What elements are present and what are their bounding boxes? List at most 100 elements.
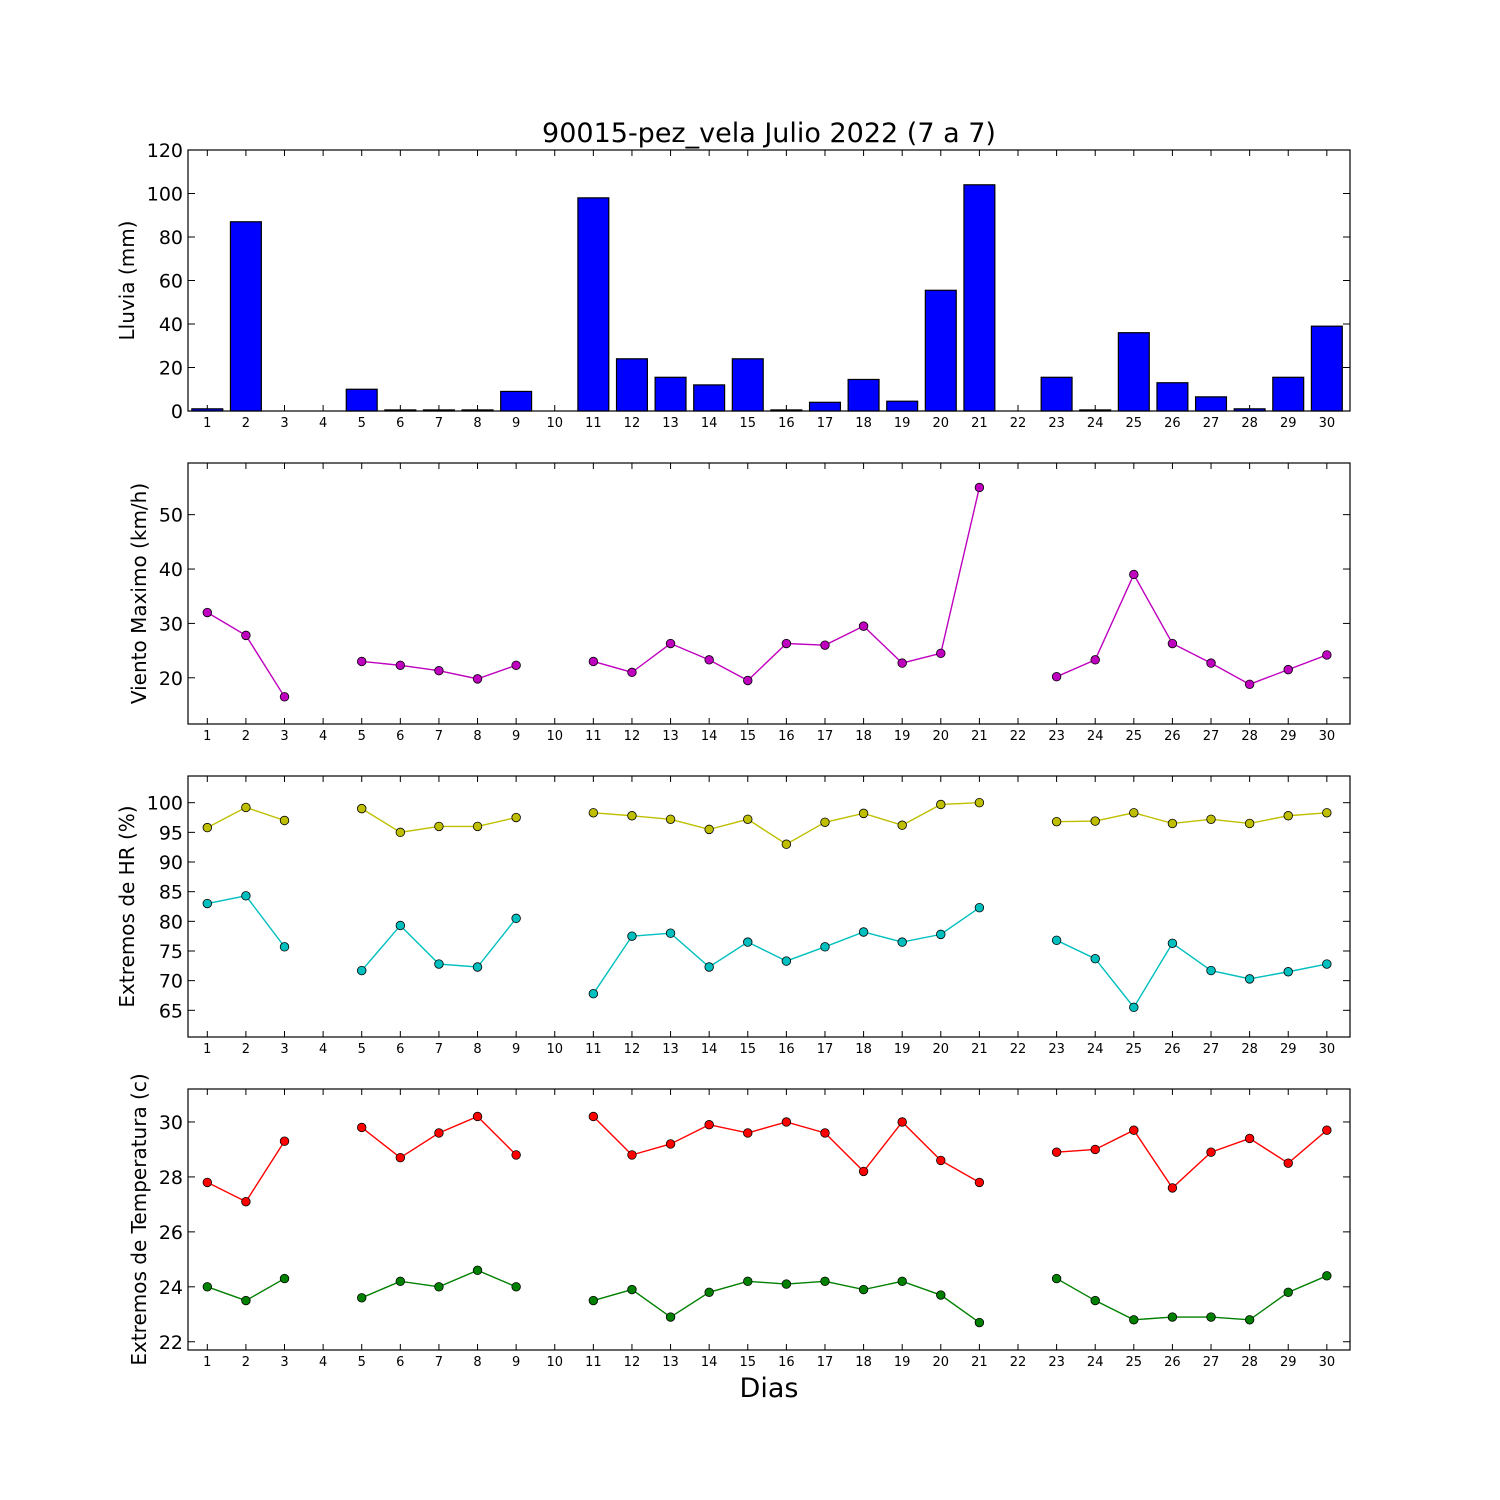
xtick-label: 19: [894, 1355, 911, 1370]
point-day-14: [704, 962, 714, 972]
point-day-23: [1051, 1273, 1062, 1284]
point-day-1: [202, 1177, 213, 1188]
ytick-label: 70: [159, 971, 183, 993]
xtick-label: 16: [778, 729, 795, 744]
point-day-14: [704, 655, 714, 665]
xtick-label: 14: [701, 729, 718, 744]
point-day-24: [1090, 816, 1100, 826]
xtick-label: 11: [585, 1355, 602, 1370]
point-day-6: [395, 1152, 406, 1163]
point-day-5: [357, 656, 367, 667]
xtick-label: 23: [1048, 416, 1065, 431]
xtick-label: 9: [512, 416, 520, 431]
xtick-label: 24: [1087, 729, 1104, 744]
point-day-17: [820, 640, 830, 650]
point-day-21: [974, 1177, 985, 1188]
point-day-28: [1244, 974, 1255, 984]
xtick-label: 7: [435, 729, 443, 744]
point-day-24: [1090, 954, 1100, 964]
point-day-23: [1051, 671, 1062, 682]
point-day-12: [627, 931, 637, 941]
xtick-label: 5: [358, 729, 366, 744]
bar-day-2: [229, 221, 262, 412]
xtick-label: 19: [894, 729, 911, 744]
y-axis-label: Lluvia (mm): [115, 221, 139, 341]
point-day-27: [1206, 658, 1216, 668]
point-day-25: [1129, 1315, 1139, 1325]
point-day-16: [781, 956, 792, 966]
xtick-label: 30: [1319, 1355, 1336, 1370]
xtick-label: 13: [662, 729, 679, 744]
xtick-label: 27: [1203, 1355, 1220, 1370]
point-day-5: [357, 1293, 367, 1303]
bar-day-20: [924, 289, 957, 412]
bar-day-12: [615, 358, 648, 412]
point-day-12: [627, 1284, 637, 1295]
xtick-label: 2: [242, 416, 250, 431]
xtick-label: 5: [358, 416, 366, 431]
xtick-label: 12: [624, 1355, 641, 1370]
point-day-18: [858, 808, 869, 819]
ytick-label: 100: [147, 793, 183, 815]
point-day-8: [472, 1111, 483, 1122]
point-day-27: [1206, 814, 1216, 825]
point-day-15: [743, 1276, 753, 1287]
xtick-label: 25: [1126, 729, 1143, 744]
point-day-13: [665, 1312, 676, 1322]
xtick-label: 17: [817, 729, 834, 744]
xtick-label: 29: [1280, 1042, 1297, 1057]
point-day-21: [974, 902, 985, 913]
point-day-17: [820, 1128, 830, 1138]
xtick-label: 25: [1126, 416, 1143, 431]
xtick-label: 22: [1010, 1042, 1027, 1057]
ytick-label: 22: [159, 1332, 183, 1354]
point-day-26: [1167, 818, 1178, 829]
xtick-label: 12: [624, 416, 641, 431]
y-axis-label: Viento Maximo (km/h): [127, 483, 151, 704]
xtick-label: 3: [280, 729, 288, 744]
y-axis-label: Extremos de HR (%): [115, 805, 139, 1007]
point-day-13: [665, 814, 676, 825]
ytick-label: 95: [159, 822, 183, 844]
bar-day-18: [847, 378, 880, 412]
point-day-18: [858, 1166, 869, 1177]
xtick-label: 20: [933, 1355, 950, 1370]
point-day-19: [897, 820, 907, 830]
ytick-label: 20: [159, 358, 183, 380]
ytick-label: 40: [159, 559, 183, 581]
xtick-label: 11: [585, 1042, 602, 1057]
point-day-16: [781, 839, 792, 849]
point-day-27: [1206, 965, 1216, 976]
xtick-label: 27: [1203, 1042, 1220, 1057]
point-day-30: [1322, 959, 1332, 969]
xtick-label: 13: [662, 416, 679, 431]
point-day-1: [202, 1282, 213, 1292]
bar-day-27: [1194, 396, 1228, 412]
bar-day-24: [1079, 409, 1112, 412]
bar-day-7: [422, 409, 455, 412]
point-day-9: [511, 1282, 521, 1292]
xtick-label: 4: [319, 416, 327, 431]
point-day-2: [241, 802, 251, 813]
xtick-label: 30: [1319, 729, 1336, 744]
xtick-label: 23: [1048, 729, 1065, 744]
point-day-5: [357, 803, 367, 814]
xtick-label: 10: [546, 729, 563, 744]
xtick-label: 26: [1164, 416, 1181, 431]
point-day-13: [665, 1139, 676, 1149]
ytick-label: 120: [147, 140, 183, 162]
point-day-2: [241, 1196, 251, 1207]
point-day-11: [588, 988, 599, 999]
xtick-label: 1: [203, 1355, 211, 1370]
xtick-label: 16: [778, 1355, 795, 1370]
xtick-label: 24: [1087, 416, 1104, 431]
xtick-label: 30: [1319, 416, 1336, 431]
xtick-label: 16: [778, 1042, 795, 1057]
xtick-label: 8: [473, 1355, 481, 1370]
point-day-14: [704, 1120, 714, 1130]
point-day-15: [743, 675, 753, 686]
xtick-label: 20: [933, 1042, 950, 1057]
point-day-21: [974, 482, 985, 493]
